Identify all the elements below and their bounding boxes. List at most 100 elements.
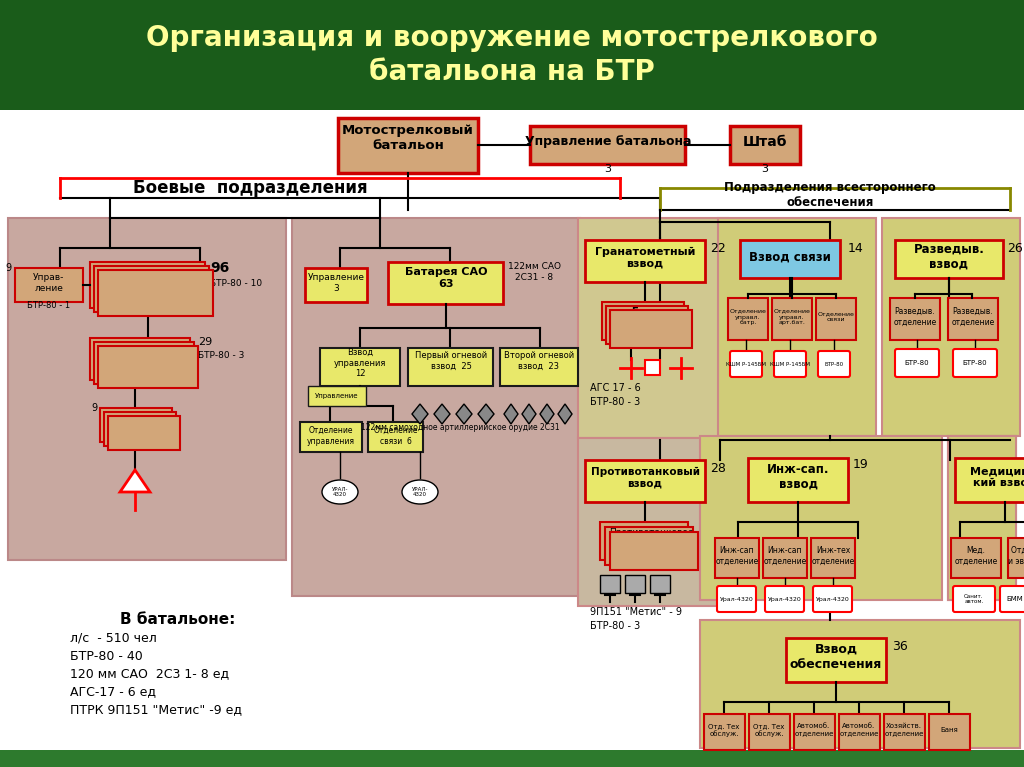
Bar bbox=[772, 298, 812, 340]
Bar bbox=[108, 416, 180, 450]
FancyBboxPatch shape bbox=[774, 351, 806, 377]
FancyBboxPatch shape bbox=[765, 586, 804, 612]
Text: УРАЛ-
4320: УРАЛ- 4320 bbox=[412, 486, 428, 498]
Text: Мотострелковые
роты: Мотострелковые роты bbox=[100, 272, 210, 293]
FancyBboxPatch shape bbox=[895, 349, 939, 377]
Bar bbox=[319, 348, 400, 386]
Polygon shape bbox=[540, 404, 554, 424]
Text: Подразделения всестороннего
обеспечения: Подразделения всестороннего обеспечения bbox=[724, 181, 936, 209]
Text: В батальоне:: В батальоне: bbox=[120, 613, 236, 627]
Text: Отд. Тех
обслуж.: Отд. Тех обслуж. bbox=[754, 723, 784, 737]
Bar bbox=[794, 714, 835, 750]
Text: Управление батальона: Управление батальона bbox=[524, 136, 691, 149]
Bar bbox=[715, 538, 759, 578]
Text: Хозяйств.
отделение: Хозяйств. отделение bbox=[885, 723, 924, 736]
Text: Инж-сап
отделение: Инж-сап отделение bbox=[716, 546, 759, 566]
Text: 96: 96 bbox=[210, 261, 229, 275]
Text: КШМ Р-145БМ: КШМ Р-145БМ bbox=[726, 361, 766, 367]
Text: БТР-80: БТР-80 bbox=[963, 360, 987, 366]
Text: Отделение
связи  6: Отделение связи 6 bbox=[374, 426, 418, 446]
Bar bbox=[763, 538, 807, 578]
Text: Управ-
ление: Управ- ление bbox=[34, 273, 65, 293]
Bar bbox=[839, 714, 880, 750]
Text: 26: 26 bbox=[1007, 242, 1023, 255]
Text: 28: 28 bbox=[710, 462, 726, 475]
Text: 3: 3 bbox=[604, 164, 611, 174]
Text: 122мм САО
2С31 - 8: 122мм САО 2С31 - 8 bbox=[508, 262, 561, 281]
Text: Отделение
управл.
батр.: Отделение управл. батр. bbox=[729, 308, 766, 325]
Bar bbox=[578, 218, 728, 438]
Text: Второй огневой
взвод  23: Второй огневой взвод 23 bbox=[504, 351, 574, 370]
Polygon shape bbox=[434, 404, 450, 424]
Bar bbox=[94, 342, 194, 384]
Text: 22: 22 bbox=[710, 242, 726, 255]
Bar bbox=[948, 436, 1016, 600]
Bar bbox=[368, 422, 423, 452]
Polygon shape bbox=[456, 404, 472, 424]
Bar bbox=[1008, 538, 1024, 578]
Text: Гранатометный
взвод: Гранатометный взвод bbox=[595, 247, 695, 269]
Bar bbox=[884, 714, 925, 750]
Bar bbox=[585, 240, 705, 282]
Text: БТР-80: БТР-80 bbox=[824, 361, 844, 367]
Bar bbox=[578, 438, 728, 606]
Bar bbox=[749, 714, 790, 750]
Text: БММ: БММ bbox=[1007, 596, 1023, 602]
Text: Отд. Тех
обслуж.: Отд. Тех обслуж. bbox=[709, 723, 739, 737]
Text: Отделение
управл.
арт.бат.: Отделение управл. арт.бат. bbox=[773, 308, 810, 325]
Bar bbox=[816, 298, 856, 340]
Bar bbox=[0, 750, 1024, 767]
Bar bbox=[948, 298, 998, 340]
Text: 19: 19 bbox=[853, 459, 868, 472]
Text: 9П151 "Метис" - 9: 9П151 "Метис" - 9 bbox=[590, 607, 682, 617]
Text: МСО: МСО bbox=[132, 416, 164, 430]
Text: Взвод связи: Взвод связи bbox=[750, 251, 830, 264]
Text: БТР-80 - 40: БТР-80 - 40 bbox=[70, 650, 142, 663]
Text: 14: 14 bbox=[848, 242, 864, 255]
Text: Инж-сап
отделение: Инж-сап отделение bbox=[763, 546, 807, 566]
Bar bbox=[929, 714, 970, 750]
Polygon shape bbox=[522, 404, 536, 424]
FancyBboxPatch shape bbox=[953, 349, 997, 377]
Bar bbox=[718, 218, 876, 436]
Text: Разведыв.
взвод: Разведыв. взвод bbox=[913, 243, 984, 271]
Bar bbox=[8, 218, 286, 560]
Text: Автомоб.
отделение: Автомоб. отделение bbox=[795, 723, 834, 736]
Bar bbox=[650, 575, 670, 593]
Text: 120 мм САО  2С3 1- 8 ед: 120 мм САО 2С3 1- 8 ед bbox=[70, 667, 229, 680]
Text: Первый огневой
взвод  25: Первый огневой взвод 25 bbox=[415, 351, 487, 370]
Text: БТР-80 - 1: БТР-80 - 1 bbox=[28, 301, 71, 310]
Text: Штаб: Штаб bbox=[742, 135, 787, 149]
FancyBboxPatch shape bbox=[1000, 586, 1024, 612]
Bar bbox=[610, 310, 692, 348]
FancyBboxPatch shape bbox=[813, 586, 852, 612]
Polygon shape bbox=[645, 360, 660, 375]
Text: Автомоб.
отделение: Автомоб. отделение bbox=[840, 723, 879, 736]
Text: Батарея САО
63: Батарея САО 63 bbox=[404, 267, 487, 289]
Bar bbox=[308, 386, 366, 406]
Bar bbox=[948, 436, 1016, 600]
Text: Противотанковое
отделение: Противотанковое отделение bbox=[608, 528, 693, 548]
Text: Урал-4320: Урал-4320 bbox=[720, 597, 754, 601]
Text: Санит.
автом.: Санит. автом. bbox=[965, 594, 984, 604]
Bar bbox=[408, 348, 493, 386]
Bar bbox=[100, 408, 172, 442]
Text: 36: 36 bbox=[892, 640, 907, 653]
Text: БТР-80 - 3: БТР-80 - 3 bbox=[590, 397, 640, 407]
Text: Организация и вооружение мотострелкового: Организация и вооружение мотострелкового bbox=[146, 24, 878, 52]
Bar bbox=[610, 532, 698, 570]
Text: Разведыв.
отделение: Разведыв. отделение bbox=[951, 308, 994, 327]
Text: 9: 9 bbox=[6, 263, 12, 273]
Polygon shape bbox=[478, 404, 494, 424]
Text: Мед.
отделение: Мед. отделение bbox=[954, 546, 997, 566]
Bar bbox=[305, 268, 367, 302]
Bar bbox=[748, 458, 848, 502]
Bar bbox=[730, 126, 800, 164]
Text: БТР-80 - 3: БТР-80 - 3 bbox=[198, 351, 245, 360]
Text: БТР-80 - 10: БТР-80 - 10 bbox=[210, 278, 262, 288]
Bar bbox=[700, 436, 942, 600]
Text: АГС-17 - 6 ед: АГС-17 - 6 ед bbox=[70, 686, 156, 699]
Bar bbox=[606, 306, 688, 344]
Text: Баня: Баня bbox=[940, 727, 957, 733]
Bar bbox=[890, 298, 940, 340]
